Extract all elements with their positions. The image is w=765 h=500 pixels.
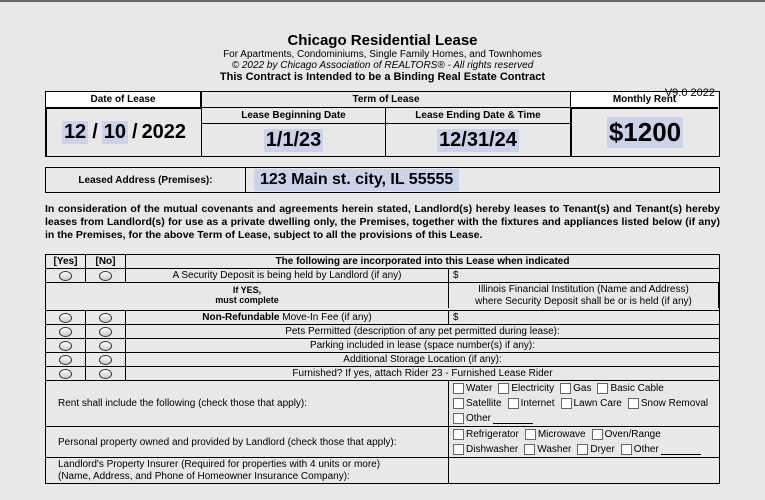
leased-address-row: Leased Address (Premises): 123 Main st. …	[45, 167, 720, 193]
other-line[interactable]	[661, 445, 701, 455]
r3-desc: Non-Refundable Move-In Fee (if any)	[126, 311, 449, 324]
checkbox-icon	[560, 383, 571, 394]
checkbox-other[interactable]: Other	[621, 444, 701, 455]
if-yes-note: If YES, must complete	[46, 283, 449, 308]
r4-no[interactable]	[86, 325, 126, 338]
checkbox-electricity[interactable]: Electricity	[498, 383, 554, 394]
r6-yes[interactable]	[46, 353, 86, 366]
r3-yes[interactable]	[46, 311, 86, 324]
checkbox-washer[interactable]: Washer	[524, 444, 571, 455]
checkbox-satellite[interactable]: Satellite	[453, 398, 502, 409]
r6-desc: Additional Storage Location (if any):	[126, 353, 719, 366]
r1-yes[interactable]	[46, 269, 86, 282]
col-yes: [Yes]	[46, 255, 86, 268]
page-title: Chicago Residential Lease	[45, 32, 720, 49]
r10-value[interactable]	[449, 458, 719, 483]
r5-yes[interactable]	[46, 339, 86, 352]
r7-no[interactable]	[86, 367, 126, 380]
checkbox-icon	[628, 398, 639, 409]
subtitle: For Apartments, Condominiums, Single Fam…	[45, 49, 720, 60]
begin-date-label: Lease Beginning Date	[202, 108, 385, 124]
end-date-value[interactable]: 12/31/24	[386, 124, 570, 156]
monthly-rent-value[interactable]: $1200	[571, 108, 718, 156]
date-of-lease-label: Date of Lease	[46, 92, 201, 108]
r1-amount[interactable]: $	[449, 269, 719, 282]
checkbox-other[interactable]: Other	[453, 413, 533, 424]
checkbox-dryer[interactable]: Dryer	[577, 444, 614, 455]
r3-no[interactable]	[86, 311, 126, 324]
copyright: © 2022 by Chicago Association of REALTOR…	[45, 60, 720, 71]
end-date-label: Lease Ending Date & Time	[386, 108, 570, 124]
checkbox-dishwasher[interactable]: Dishwasher	[453, 444, 518, 455]
checkbox-icon	[453, 413, 464, 424]
utility-checks: Water Electricity Gas Basic Cable Satellite I…	[449, 381, 719, 426]
appliance-checks: Refrigerator Microwave Oven/Range Dishwashe…	[449, 427, 719, 457]
date-month: 12	[62, 121, 88, 144]
r2-value[interactable]	[46, 308, 126, 310]
checkbox-lawn-care[interactable]: Lawn Care	[561, 398, 622, 409]
r8-desc: Rent shall include the following (check …	[46, 381, 449, 426]
checkbox-icon	[453, 398, 464, 409]
begin-date-value[interactable]: 1/1/23	[202, 124, 385, 156]
r6-no[interactable]	[86, 353, 126, 366]
checkbox-icon	[525, 429, 536, 440]
checkbox-icon	[453, 444, 464, 455]
r7-yes[interactable]	[46, 367, 86, 380]
checkbox-internet[interactable]: Internet	[508, 398, 555, 409]
checkbox-icon	[621, 444, 632, 455]
r7-desc: Furnished? If yes, attach Rider 23 - Fur…	[126, 367, 719, 380]
r2-desc: Illinois Financial Institution (Name and…	[449, 283, 719, 308]
checkbox-icon	[453, 429, 464, 440]
term-of-lease-label: Term of Lease	[202, 92, 570, 108]
other-line[interactable]	[493, 414, 533, 424]
checkbox-microwave[interactable]: Microwave	[525, 429, 586, 440]
checkbox-icon	[508, 398, 519, 409]
r4-yes[interactable]	[46, 325, 86, 338]
checkbox-icon	[524, 444, 535, 455]
checkbox-icon	[498, 383, 509, 394]
lease-summary-table: Date of Lease 12/ 10/ 2022 Term of Lease…	[45, 91, 720, 157]
r3-amount[interactable]: $	[449, 311, 719, 324]
checkbox-basic-cable[interactable]: Basic Cable	[597, 383, 663, 394]
checkbox-icon	[577, 444, 588, 455]
checkbox-oven/range[interactable]: Oven/Range	[592, 429, 661, 440]
date-day: 10	[102, 121, 128, 144]
col-incorporated: The following are incorporated into this…	[126, 255, 719, 268]
checkbox-icon	[597, 383, 608, 394]
r9-desc: Personal property owned and provided by …	[46, 427, 449, 457]
consideration-paragraph: In consideration of the mutual covenants…	[45, 203, 720, 242]
r10-desc: Landlord's Property Insurer (Required fo…	[46, 458, 449, 483]
lease-form-page: Chicago Residential Lease For Apartments…	[0, 0, 765, 500]
checkbox-icon	[561, 398, 572, 409]
col-no: [No]	[86, 255, 126, 268]
version-label: V9.0 2022	[665, 87, 715, 99]
checkbox-water[interactable]: Water	[453, 383, 492, 394]
checkbox-gas[interactable]: Gas	[560, 383, 591, 394]
checkbox-refrigerator[interactable]: Refrigerator	[453, 429, 519, 440]
header: Chicago Residential Lease For Apartments…	[45, 32, 720, 83]
r1-no[interactable]	[86, 269, 126, 282]
date-of-lease-value[interactable]: 12/ 10/ 2022	[46, 108, 201, 156]
checkbox-icon	[453, 383, 464, 394]
date-year: 2022	[142, 121, 187, 144]
leased-address-label: Leased Address (Premises):	[46, 168, 246, 192]
checkbox-icon	[592, 429, 603, 440]
r4-desc: Pets Permitted (description of any pet p…	[126, 325, 719, 338]
r5-no[interactable]	[86, 339, 126, 352]
checkbox-snow-removal[interactable]: Snow Removal	[628, 398, 708, 409]
binding-notice: This Contract is Intended to be a Bindin…	[45, 71, 720, 83]
r5-desc: Parking included in lease (space number(…	[126, 339, 719, 352]
leased-address-value[interactable]: 123 Main st. city, IL 55555	[246, 168, 719, 192]
incorporated-items-table: [Yes] [No] The following are incorporate…	[45, 254, 720, 484]
r1-desc: A Security Deposit is being held by Land…	[126, 269, 449, 282]
